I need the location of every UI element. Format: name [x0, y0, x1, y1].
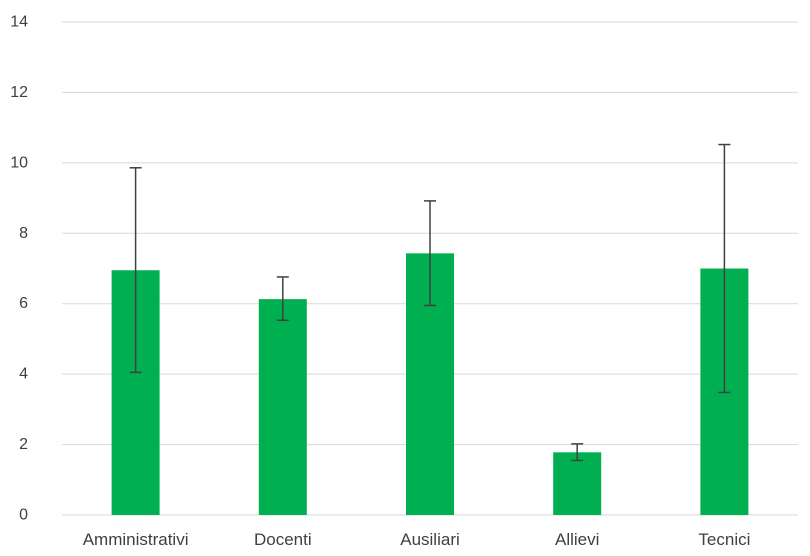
- error-bar-tecnici: [718, 143, 731, 394]
- x-tick-label: Allievi: [555, 530, 599, 549]
- error-bar-amministrativi: [129, 167, 142, 374]
- bar-docenti: [258, 299, 307, 515]
- y-tick-label: 14: [10, 14, 28, 31]
- bars: [111, 253, 749, 516]
- x-tick-label: Tecnici: [698, 530, 750, 549]
- x-tick-label: Ausiliari: [400, 530, 460, 549]
- y-tick-label: 0: [19, 507, 28, 524]
- y-tick-label: 8: [19, 225, 28, 242]
- y-tick-label: 2: [19, 436, 28, 453]
- bar-allievi: [553, 452, 602, 515]
- x-tick-label: Amministrativi: [83, 530, 189, 549]
- y-tick-label: 10: [10, 154, 28, 171]
- x-axis-ticks: Amministrativi Docenti Ausiliari Allievi Tec…: [83, 530, 751, 549]
- x-tick-label: Docenti: [254, 530, 312, 549]
- error-bar-ausiliari: [424, 200, 436, 307]
- error-bar-allievi: [571, 443, 584, 462]
- y-tick-label: 6: [19, 295, 28, 312]
- y-tick-label: 4: [19, 366, 28, 383]
- y-tick-label: 12: [10, 84, 28, 101]
- y-axis-ticks: 0 2 4 6 8 10 12 14: [10, 14, 28, 524]
- error-bars: [129, 143, 731, 462]
- error-bar-docenti: [276, 276, 289, 322]
